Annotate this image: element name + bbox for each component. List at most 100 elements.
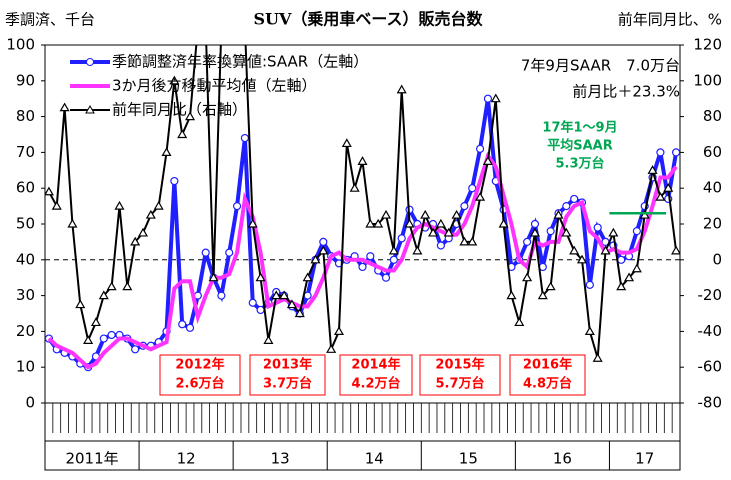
chart-title: SUV（乗用車ベース）販売台数 (253, 10, 483, 29)
point (83, 335, 94, 344)
point (537, 290, 548, 300)
point (170, 176, 179, 186)
point (122, 281, 133, 291)
point (608, 227, 619, 237)
point (396, 84, 407, 94)
point (217, 291, 226, 300)
point (279, 290, 290, 300)
y-axis-label: 季調済、千台 (5, 11, 95, 29)
point (208, 272, 219, 282)
y2-tick-label: 40 (703, 179, 722, 197)
point (569, 245, 580, 255)
point (631, 263, 642, 273)
point (561, 227, 572, 237)
y2-axis-label: 前年同月比、% (618, 11, 722, 29)
point (506, 290, 517, 300)
point (247, 218, 258, 228)
point (318, 245, 329, 255)
point (467, 236, 478, 246)
point (137, 227, 149, 237)
point (656, 148, 665, 157)
point (326, 344, 337, 353)
point (388, 245, 399, 255)
y-tick-label: 30 (16, 286, 35, 304)
point (169, 75, 180, 85)
point (545, 281, 556, 291)
legend-marker (85, 104, 95, 114)
average-note: 17年1～9月 (542, 120, 617, 136)
point (319, 237, 328, 246)
point (546, 227, 555, 236)
point (671, 245, 680, 255)
point (460, 202, 469, 211)
point (232, 202, 242, 211)
point (639, 209, 650, 219)
point (255, 272, 266, 282)
point (530, 219, 540, 229)
point (225, 23, 233, 30)
point (420, 209, 431, 219)
point (45, 186, 54, 196)
point (576, 254, 588, 264)
point (482, 156, 493, 165)
year-box (249, 354, 326, 396)
point (341, 138, 352, 148)
point (349, 182, 360, 192)
point (522, 272, 533, 282)
point (443, 227, 454, 237)
y-tick-label: 50 (16, 215, 35, 233)
point (201, 248, 210, 257)
point (451, 209, 462, 219)
point (131, 345, 140, 354)
point (114, 200, 125, 210)
point (357, 156, 368, 165)
year-box-avg: 5.7万台 (435, 376, 484, 392)
point (655, 191, 666, 201)
average-note: 平均SAAR (547, 138, 613, 154)
year-box-year: 2016年 (523, 357, 572, 373)
year-label: 12 (177, 450, 196, 468)
point (553, 209, 564, 219)
plot (45, 23, 680, 372)
point (404, 218, 415, 228)
point (412, 245, 423, 255)
point (380, 209, 392, 219)
y-tick-label: 0 (25, 394, 35, 412)
legend-marker (86, 58, 94, 66)
y2-tick-label: 0 (712, 250, 722, 268)
point (217, 23, 225, 30)
y-tick-label: 20 (16, 322, 35, 340)
year-box-avg: 3.7万台 (263, 376, 312, 392)
point (671, 148, 680, 157)
year-box-year: 2013年 (263, 357, 312, 373)
x-axis-box (44, 402, 681, 471)
year-box (509, 354, 586, 396)
y-tick-label: 10 (16, 358, 35, 376)
point (294, 308, 305, 318)
year-label: 16 (553, 450, 572, 468)
point (436, 241, 445, 250)
point (75, 299, 86, 309)
y-tick-label: 60 (16, 179, 35, 197)
point (185, 323, 195, 332)
point (562, 202, 571, 211)
point (333, 326, 345, 335)
series-line (47, 151, 678, 370)
point (178, 320, 187, 329)
point (663, 182, 674, 192)
year-box-avg: 4.2万台 (351, 376, 400, 392)
point (302, 272, 313, 282)
point (514, 317, 525, 327)
year-label: 13 (271, 450, 290, 468)
y-tick-label: 100 (6, 36, 35, 54)
point (435, 218, 446, 228)
point (51, 200, 62, 210)
point (600, 245, 611, 255)
point (310, 254, 321, 264)
point (381, 273, 391, 282)
point (483, 94, 493, 103)
point (263, 335, 274, 344)
y2-tick-label: -60 (698, 358, 723, 376)
point (106, 281, 117, 291)
